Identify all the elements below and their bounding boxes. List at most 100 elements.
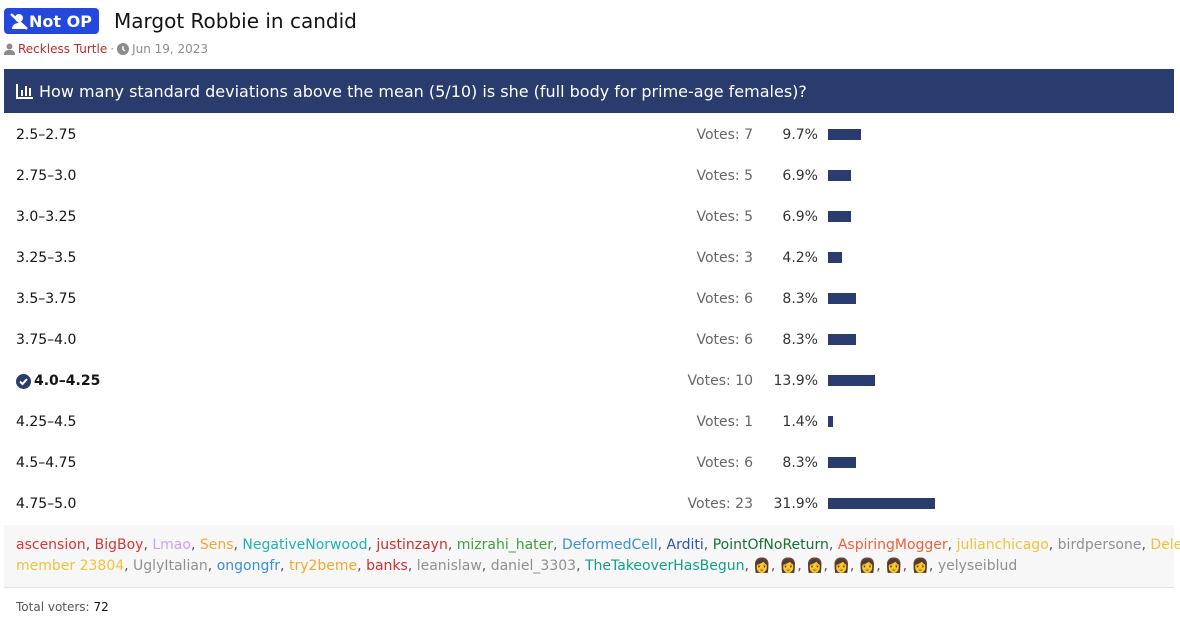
voter-separator: , bbox=[744, 558, 754, 574]
vote-count: Votes: 5 bbox=[696, 209, 753, 225]
author[interactable]: Reckless Turtle bbox=[18, 42, 108, 56]
voter-name[interactable]: 👩 bbox=[779, 558, 798, 574]
votes-prefix: Votes: bbox=[696, 455, 740, 471]
voter-separator: , bbox=[876, 558, 886, 574]
voter-name[interactable]: AspiringMogger bbox=[837, 537, 948, 553]
badge-text: Not OP bbox=[29, 11, 92, 31]
voter-names: ascension, BigBoy, Lmao, Sens, NegativeN… bbox=[16, 525, 1180, 577]
bar bbox=[828, 170, 852, 181]
voter-name[interactable]: BigBoy bbox=[94, 537, 144, 553]
voter-name[interactable]: 👩 bbox=[885, 558, 903, 574]
voter-separator: , bbox=[481, 558, 491, 574]
poll-option[interactable]: 3.25–3.5 Votes: 3 4.2% bbox=[4, 238, 1174, 279]
poll-option[interactable]: 4.0–4.25 Votes: 10 13.9% bbox=[4, 361, 1174, 402]
voter-separator: , bbox=[797, 558, 807, 574]
selected-check bbox=[16, 373, 31, 389]
percent-label: 6.9% bbox=[782, 168, 818, 184]
voter-name[interactable]: ongongfr bbox=[216, 558, 281, 574]
voter-name[interactable]: PointOfNoReturn bbox=[712, 537, 829, 553]
poll-option[interactable]: 3.5–3.75 Votes: 6 8.3% bbox=[4, 279, 1174, 320]
vote-count: Votes: 1 bbox=[696, 414, 753, 430]
option-label-wrap: 3.75–4.0 bbox=[16, 332, 76, 348]
vote-count: Votes: 6 bbox=[696, 291, 753, 307]
thread-title[interactable]: Margot Robbie in candid bbox=[114, 9, 357, 33]
clock-icon bbox=[117, 43, 130, 55]
voter-name[interactable]: Lmao bbox=[152, 537, 191, 553]
voter-separator: , bbox=[407, 558, 417, 574]
poll-header: How many standard deviations above the m… bbox=[4, 69, 1174, 113]
voter-name[interactable]: 👩 bbox=[858, 558, 877, 574]
voter-separator: , bbox=[207, 558, 217, 574]
option-label-wrap: 4.25–4.5 bbox=[16, 414, 76, 430]
percent-label: 4.2% bbox=[782, 250, 818, 266]
bar bbox=[828, 293, 856, 304]
votes-prefix: Votes: bbox=[696, 291, 740, 307]
total-label: Total voters: bbox=[16, 600, 90, 614]
voter-name[interactable]: 👩 bbox=[832, 558, 850, 574]
voter-name[interactable]: UglyItalian bbox=[133, 558, 208, 574]
voter-name[interactable]: try2beme bbox=[288, 558, 358, 574]
voter-separator: , bbox=[233, 537, 243, 553]
bar bbox=[828, 498, 936, 509]
voter-name[interactable]: birdpersone bbox=[1057, 537, 1142, 553]
voter-separator: , bbox=[357, 558, 367, 574]
option-label: 3.25–3.5 bbox=[16, 250, 77, 266]
option-label-wrap: 3.5–3.75 bbox=[16, 291, 76, 307]
voter-name[interactable]: DeformedCell bbox=[561, 537, 658, 553]
voter-name[interactable]: 👩 bbox=[753, 558, 771, 574]
voter-name[interactable]: Sens bbox=[199, 537, 234, 553]
voter-separator: , bbox=[190, 537, 200, 553]
voter-name[interactable]: 👩 bbox=[806, 558, 824, 574]
total-voters: Total voters: 72 bbox=[16, 600, 109, 614]
percent-label: 1.4% bbox=[782, 414, 818, 430]
votes-value: 23 bbox=[735, 496, 753, 512]
poll-option[interactable]: 4.25–4.5 Votes: 1 1.4% bbox=[4, 402, 1174, 443]
option-label-wrap: 4.75–5.0 bbox=[16, 496, 76, 512]
voter-name[interactable]: ascension bbox=[16, 537, 86, 553]
voter-name[interactable]: justinzayn bbox=[376, 537, 448, 553]
vote-count: Votes: 6 bbox=[696, 455, 753, 471]
vote-count: Votes: 6 bbox=[696, 332, 753, 348]
voter-name[interactable]: Arditi bbox=[666, 537, 704, 553]
bar bbox=[828, 375, 875, 386]
voter-name[interactable]: julianchicago bbox=[956, 537, 1049, 553]
voter-name[interactable]: banks bbox=[366, 558, 408, 574]
vote-count: Votes: 7 bbox=[696, 127, 753, 143]
option-label: 2.75–3.0 bbox=[16, 168, 77, 184]
voter-list: ascension, BigBoy, Lmao, Sens, NegativeN… bbox=[4, 525, 1180, 588]
poll-option[interactable]: 2.5–2.75 Votes: 7 9.7% bbox=[4, 115, 1174, 156]
voter-separator: , bbox=[447, 537, 457, 553]
poll-icon bbox=[16, 84, 33, 99]
voter-name[interactable]: NegativeNorwood bbox=[242, 537, 368, 553]
poll-option[interactable]: 3.75–4.0 Votes: 6 8.3% bbox=[4, 320, 1174, 361]
voter-name[interactable]: TheTakeoverHasBegun bbox=[584, 558, 745, 574]
votes-prefix: Votes: bbox=[687, 373, 731, 389]
poll-option[interactable]: 4.5–4.75 Votes: 6 8.3% bbox=[4, 443, 1174, 484]
voter-name[interactable]: mizrahi_hater bbox=[456, 537, 554, 553]
voter-separator: , bbox=[1048, 537, 1058, 553]
voter-name[interactable]: leanislaw bbox=[416, 558, 482, 574]
voter-separator: , bbox=[657, 537, 667, 553]
voter-name[interactable]: Deleted member 23804 bbox=[16, 537, 1180, 574]
option-label: 3.75–4.0 bbox=[16, 332, 77, 348]
bar bbox=[828, 129, 861, 140]
option-label: 4.0–4.25 bbox=[34, 373, 101, 389]
voter-separator: , bbox=[849, 558, 859, 574]
voter-name[interactable]: daniel_3303 bbox=[490, 558, 577, 574]
voter-separator: , bbox=[85, 537, 95, 553]
poll-option[interactable]: 4.75–5.0 Votes: 23 31.9% bbox=[4, 484, 1174, 525]
percent-label: 13.9% bbox=[773, 373, 818, 389]
bar bbox=[828, 252, 843, 263]
voter-separator: , bbox=[280, 558, 289, 574]
bar bbox=[828, 457, 856, 468]
poll-option[interactable]: 2.75–3.0 Votes: 5 6.9% bbox=[4, 156, 1174, 197]
option-label-wrap: 4.0–4.25 bbox=[16, 373, 100, 389]
option-label: 4.5–4.75 bbox=[16, 455, 77, 471]
poll-option[interactable]: 3.0–3.25 Votes: 5 6.9% bbox=[4, 197, 1174, 238]
voter-name[interactable]: 👩 bbox=[911, 558, 929, 574]
voter-separator: , bbox=[928, 558, 938, 574]
votes-prefix: Votes: bbox=[687, 496, 731, 512]
votes-value: 6 bbox=[744, 291, 753, 307]
voter-name[interactable]: yelyseiblud bbox=[937, 558, 1018, 574]
